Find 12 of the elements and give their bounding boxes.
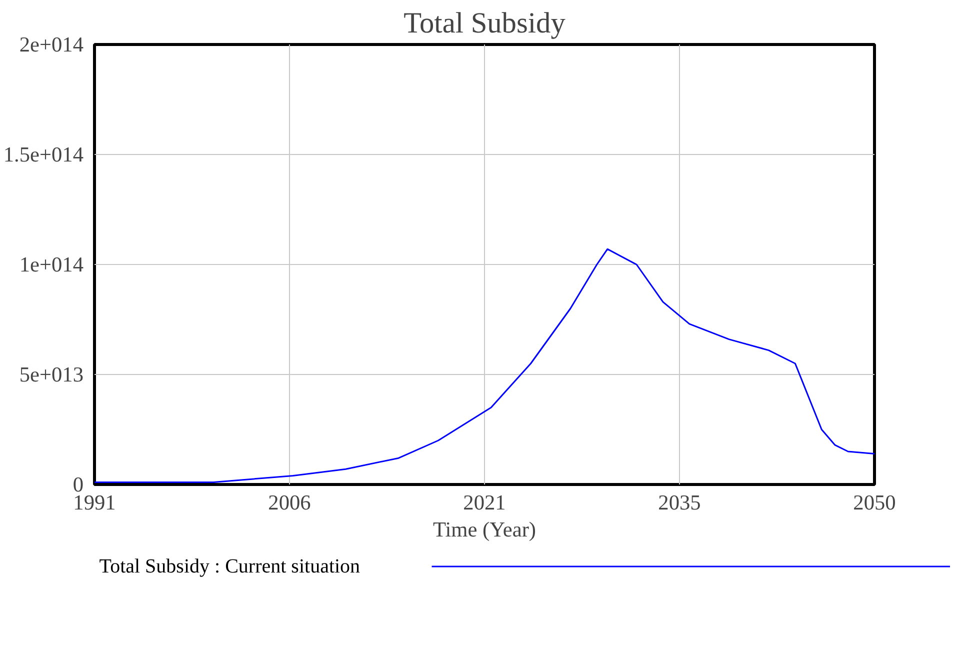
x-tick-label: 2035 xyxy=(658,490,701,514)
y-tick-label: 2e+014 xyxy=(19,32,84,56)
x-tick-label: 2021 xyxy=(463,490,506,514)
y-tick-label: 1e+014 xyxy=(19,252,84,276)
x-tick-label: 2050 xyxy=(853,490,896,514)
y-tick-label: 5e+013 xyxy=(19,362,84,386)
y-tick-label: 1.5e+014 xyxy=(3,142,84,166)
line-series xyxy=(94,248,874,484)
x-axis-title: Time (Year) xyxy=(432,518,536,542)
x-tick-label: 2006 xyxy=(268,490,312,514)
text: Total Subsidy : Current situation xyxy=(99,556,360,578)
chart-title: Total Subsidy xyxy=(404,8,566,40)
